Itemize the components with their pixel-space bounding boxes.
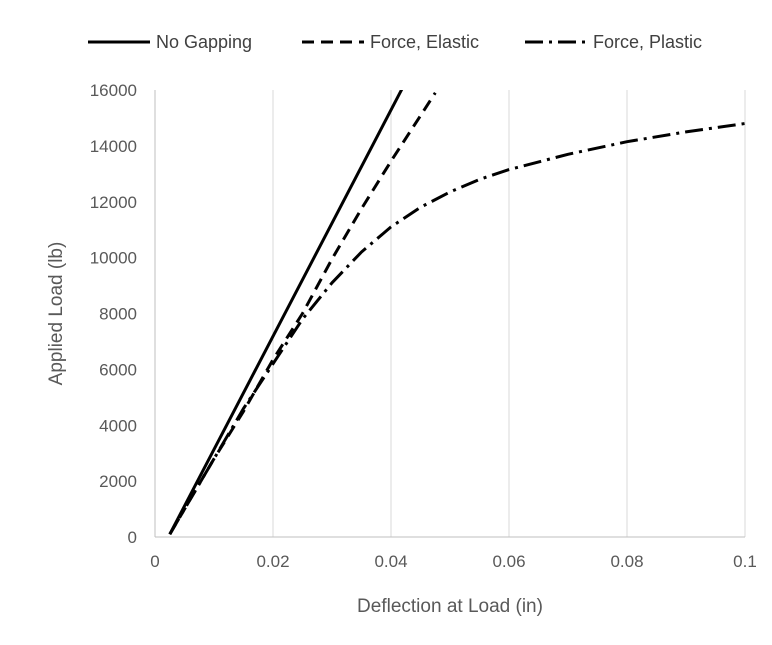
y-tick-label: 16000 <box>90 81 137 100</box>
grid <box>272 90 746 537</box>
legend-label: Force, Elastic <box>370 32 479 52</box>
x-tick-label: 0.08 <box>610 552 643 571</box>
y-tick-label: 10000 <box>90 249 137 268</box>
y-tick-label: 8000 <box>99 305 137 324</box>
y-tick-label: 4000 <box>99 416 137 435</box>
series-line-1 <box>168 90 404 535</box>
legend-label: Force, Plastic <box>593 32 702 52</box>
y-tick-label: 6000 <box>99 360 137 379</box>
x-tick-label: 0.06 <box>492 552 525 571</box>
x-tick-label: 0 <box>150 552 159 571</box>
legend: No Gapping Force, Elastic Force, Plastic <box>88 32 702 52</box>
y-axis-title: Applied Load (lb) <box>46 242 67 386</box>
y-tick-label: 14000 <box>90 137 137 156</box>
x-tick-label: 0.02 <box>256 552 289 571</box>
x-tick-label: 0.04 <box>374 552 407 571</box>
series-line-3 <box>168 122 745 535</box>
y-tick-label: 2000 <box>99 472 137 491</box>
y-tick-label: 12000 <box>90 193 137 212</box>
x-tick-label: 0.1 <box>733 552 757 571</box>
x-axis-title: Deflection at Load (in) <box>357 596 543 617</box>
axes: 0 0.02 0.04 0.06 0.08 0.1 0 2000 4000 6000 8000 100… <box>90 81 757 571</box>
legend-label: No Gapping <box>156 32 252 52</box>
series-lines <box>168 90 745 535</box>
y-tick-label: 0 <box>128 528 137 547</box>
